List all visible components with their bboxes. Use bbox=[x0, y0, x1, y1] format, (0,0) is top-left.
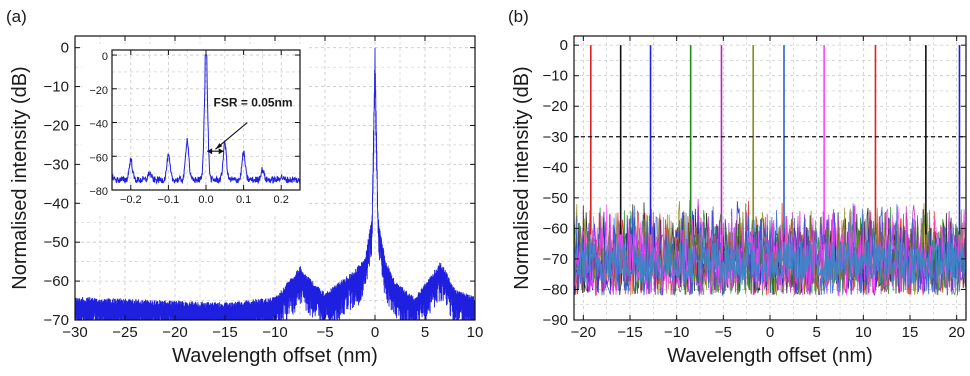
y-tick-label: −20 bbox=[89, 85, 108, 97]
x-tick-label: 0 bbox=[766, 324, 774, 341]
noise-band bbox=[574, 238, 966, 286]
y-tick-label: −60 bbox=[89, 152, 108, 164]
inset-background bbox=[82, 44, 308, 214]
annotation-arrowhead bbox=[215, 143, 223, 150]
x-tick-label: 10 bbox=[855, 324, 872, 341]
x-tick-label: −10 bbox=[262, 324, 287, 341]
chart-panel-a: −30 −25 −20 −15 −10 −5 0 5 100−10−20−30−40−50−60… bbox=[6, 7, 483, 367]
x-tick-label: 0 bbox=[371, 324, 379, 341]
x-tick-label: −15 bbox=[212, 324, 237, 341]
x-tick-label: −0.1 bbox=[158, 194, 180, 206]
y-tick-label: −50 bbox=[543, 190, 568, 207]
x-tick-label: 0.2 bbox=[274, 194, 289, 206]
inset-series-line bbox=[112, 54, 300, 185]
peaks bbox=[589, 45, 961, 235]
x-axis-label: Wavelength offset (nm) bbox=[172, 345, 378, 367]
y-tick-label: −30 bbox=[543, 129, 568, 146]
panel-label: (b) bbox=[508, 7, 529, 26]
y-tick-label: −60 bbox=[543, 220, 568, 237]
y-tick-label: 0 bbox=[102, 51, 108, 63]
x-tick-label: 20 bbox=[948, 324, 965, 341]
y-axis-label: Normalised intensity (dB) bbox=[9, 66, 31, 289]
y-tick-label: −70 bbox=[44, 312, 69, 329]
y-tick-label: −40 bbox=[543, 159, 568, 176]
x-axis-label: Wavelength offset (nm) bbox=[667, 345, 873, 367]
x-tick-label: 0.0 bbox=[198, 194, 213, 206]
y-tick-label: −70 bbox=[543, 251, 568, 268]
x-tick-label: −0.2 bbox=[120, 194, 142, 206]
x-tick-label: 5 bbox=[421, 324, 429, 341]
y-tick-label: −90 bbox=[543, 312, 568, 329]
x-tick-label: 10 bbox=[467, 324, 484, 341]
y-tick-label: −10 bbox=[543, 68, 568, 85]
grid bbox=[112, 50, 300, 191]
x-tick-label: −10 bbox=[664, 324, 689, 341]
x-tick-label: −20 bbox=[571, 324, 596, 341]
y-tick-label: 0 bbox=[560, 37, 568, 54]
y-tick-label: −40 bbox=[89, 119, 108, 131]
x-tick-label: −5 bbox=[715, 324, 732, 341]
y-tick-label: −20 bbox=[543, 98, 568, 115]
y-tick-label: −60 bbox=[44, 273, 69, 290]
series-line bbox=[75, 47, 475, 320]
y-tick-label: −80 bbox=[543, 281, 568, 298]
y-axis-label: Normalised intensity (dB) bbox=[511, 66, 533, 289]
inset: −0.2 −0.1 0.0 0.1 0.2 0 −20 −40 −60 −80 FSR = 0.05… bbox=[82, 44, 308, 214]
y-tick-label: −50 bbox=[44, 234, 69, 251]
y-tick-label: −10 bbox=[44, 79, 69, 96]
panel-label: (a) bbox=[6, 7, 27, 26]
x-tick-label: −25 bbox=[112, 324, 137, 341]
fsr-annotation: FSR = 0.05nm bbox=[214, 95, 293, 109]
x-tick-label: 5 bbox=[812, 324, 820, 341]
noise-traces bbox=[574, 198, 966, 297]
x-tick-label: −5 bbox=[316, 324, 333, 341]
fsr-arrowhead bbox=[218, 148, 224, 155]
x-tick-label: −15 bbox=[617, 324, 642, 341]
fsr-arrowhead bbox=[207, 148, 213, 155]
y-tick-label: −30 bbox=[44, 156, 69, 173]
x-tick-label: 15 bbox=[902, 324, 919, 341]
x-tick-label: 0.1 bbox=[236, 194, 251, 206]
y-tick-label: −40 bbox=[44, 195, 69, 212]
y-tick-label: −20 bbox=[44, 117, 69, 134]
y-tick-label: −80 bbox=[89, 186, 108, 198]
x-tick-label: −20 bbox=[162, 324, 187, 341]
y-tick-label: 0 bbox=[61, 40, 69, 57]
chart-panel-b: −20 −15 −10 −5 0 5 10 15 200−10−20−30−40−50−60−7… bbox=[508, 7, 967, 367]
x-tick-label: −30 bbox=[62, 324, 87, 341]
